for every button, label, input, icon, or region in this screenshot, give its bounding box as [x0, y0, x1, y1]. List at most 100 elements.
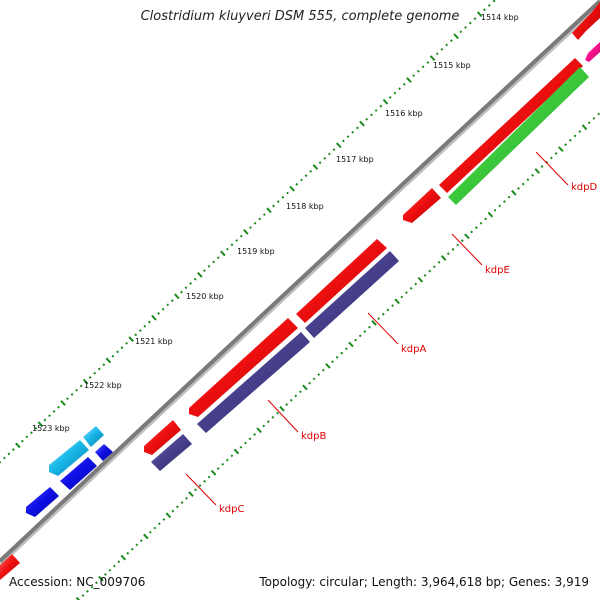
minor-tick [351, 130, 355, 134]
minor-tick [386, 308, 390, 312]
gene-label-kdpe[interactable]: kdpE [485, 265, 510, 276]
minor-tick [272, 204, 276, 208]
minor-tick [212, 260, 216, 264]
gene-arrow-cyan[interactable] [49, 440, 89, 476]
minor-tick [363, 330, 367, 333]
minor-tick [456, 243, 460, 247]
minor-tick [355, 126, 359, 130]
minor-tick [286, 191, 289, 195]
callout-line [535, 151, 569, 186]
minor-tick [216, 467, 220, 470]
minor-tick [157, 312, 160, 315]
major-tick [174, 293, 180, 300]
gene-arrow-purple[interactable] [197, 332, 310, 433]
gene-arrow-purple[interactable] [151, 434, 192, 471]
gene-arrow-blue[interactable] [60, 457, 97, 490]
minor-tick [108, 568, 112, 572]
minor-tick [332, 148, 336, 152]
minor-tick [134, 333, 138, 337]
major-tick [120, 554, 127, 561]
major-tick [487, 211, 494, 218]
gene-label-kdpd[interactable]: kdpD [571, 182, 597, 193]
minor-tick [484, 217, 488, 221]
minor-tick [116, 350, 119, 354]
gene-arrow-cyan[interactable] [83, 426, 104, 447]
gene-arrow-red[interactable] [439, 58, 583, 193]
minor-tick [161, 307, 165, 311]
gene-arrow-red[interactable] [296, 239, 387, 323]
minor-tick [344, 347, 348, 351]
major-tick [143, 533, 149, 540]
minor-tick [11, 448, 15, 451]
minor-tick [43, 418, 47, 422]
gene-arrow-purple[interactable] [305, 251, 399, 338]
major-tick [60, 400, 66, 406]
minor-tick [526, 178, 530, 182]
minor-tick [198, 484, 202, 487]
minor-tick [225, 458, 229, 462]
gene-arrow-blue[interactable] [95, 444, 113, 461]
genome-backbone [0, 0, 600, 563]
minor-tick [193, 277, 197, 281]
minor-tick [171, 509, 175, 513]
major-tick [210, 469, 217, 476]
major-tick [335, 142, 342, 149]
minor-tick [573, 134, 577, 138]
minor-tick [86, 589, 89, 593]
genome-summary-text: Topology: circular; Length: 3,964,618 bp… [259, 575, 589, 589]
minor-tick [331, 360, 334, 364]
minor-tick [317, 373, 321, 376]
feature-track-forward [49, 2, 600, 476]
gene-label-kdpa[interactable]: kdpA [401, 344, 426, 355]
gene-label-kdpb[interactable]: kdpB [301, 431, 326, 442]
callout-line [367, 312, 399, 345]
major-tick [558, 146, 564, 152]
minor-tick [90, 585, 94, 589]
major-tick [165, 512, 172, 519]
minor-tick [253, 221, 257, 225]
gene-arrow-red[interactable] [572, 2, 600, 40]
minor-tick [157, 522, 161, 526]
minor-tick [25, 435, 29, 439]
minor-tick [335, 355, 339, 359]
major-tick [289, 185, 295, 192]
major-tick [359, 120, 365, 127]
minor-tick [281, 195, 285, 199]
minor-tick [216, 256, 220, 260]
major-tick [476, 11, 483, 18]
minor-tick [300, 178, 303, 182]
minor-tick [276, 200, 280, 204]
minor-tick [346, 135, 350, 139]
scale-labels: 1514 kbp 1515 kbp 1516 kbp 1517 kbp 1518… [32, 13, 519, 433]
minor-tick [340, 351, 344, 355]
feature-track-reverse [0, 67, 589, 580]
gene-arrow-red[interactable] [0, 554, 20, 580]
gene-arrow-green[interactable] [448, 67, 589, 205]
gene-arrow-blue[interactable] [26, 487, 59, 517]
minor-tick [377, 317, 381, 320]
minor-tick [487, 4, 491, 7]
scale-tick-label: 1515 kbp [433, 61, 471, 70]
gene-label-kdpc[interactable]: kdpC [219, 504, 244, 515]
minor-tick [449, 39, 453, 43]
major-tick [15, 442, 21, 449]
gene-arrow-magenta[interactable] [585, 42, 600, 62]
scale-tick-label: 1521 kbp [135, 337, 173, 346]
minor-tick [239, 234, 243, 238]
major-tick [151, 314, 157, 321]
major-tick [440, 255, 447, 261]
minor-tick [249, 226, 252, 229]
gene-arrow-red[interactable] [189, 318, 298, 417]
gene-arrow-red[interactable] [403, 188, 441, 223]
minor-tick [498, 204, 502, 208]
minor-tick [170, 299, 174, 303]
minor-tick [531, 173, 535, 177]
major-tick [266, 207, 272, 214]
minor-tick [166, 303, 170, 307]
minor-tick [153, 526, 157, 530]
major-tick [453, 33, 459, 40]
gene-arrow-red[interactable] [144, 420, 181, 455]
minor-tick [428, 269, 432, 273]
